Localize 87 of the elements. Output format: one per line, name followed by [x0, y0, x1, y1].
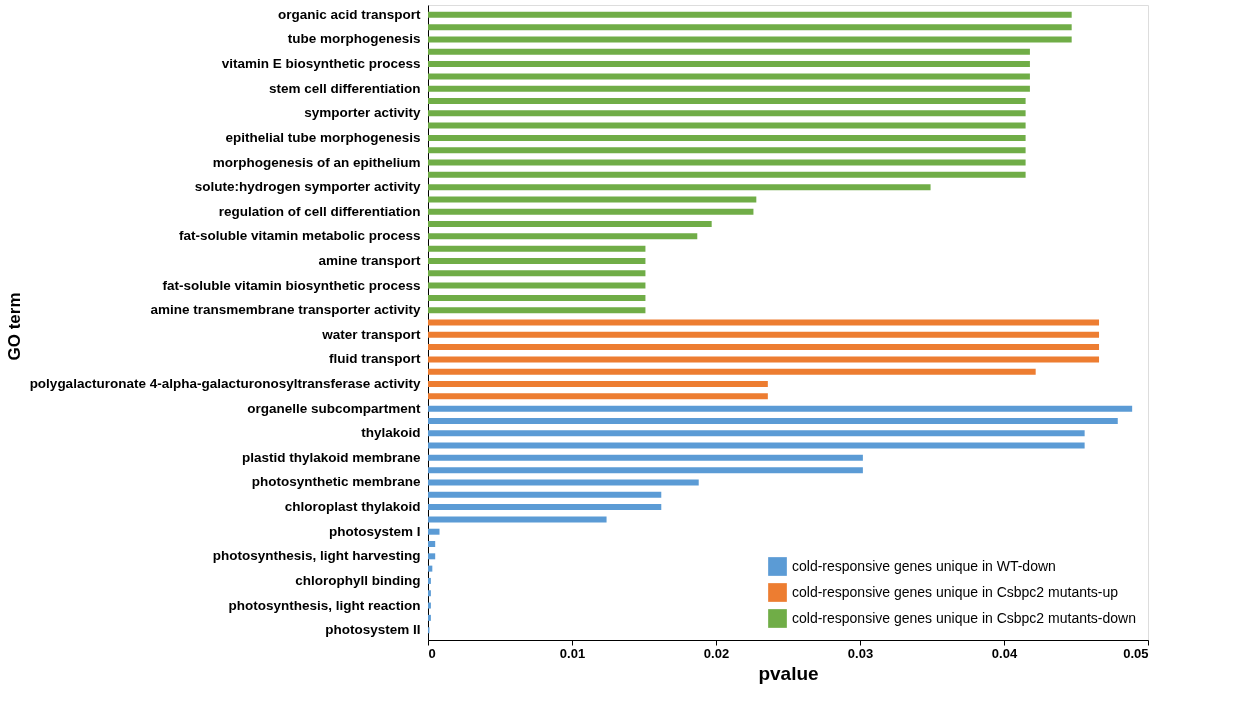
bar	[428, 159, 1026, 166]
bar	[428, 417, 1118, 424]
bar	[428, 504, 662, 511]
x-tick-label: 0.05	[1123, 645, 1149, 661]
bar	[428, 196, 757, 203]
bar	[428, 331, 1100, 338]
y-tick-label: morphogenesis of an epithelium	[212, 154, 421, 170]
y-tick-label: water transport	[321, 326, 421, 342]
bar	[428, 344, 1100, 351]
bar	[428, 479, 699, 486]
y-tick-label: fat-soluble vitamin biosynthetic process	[162, 277, 421, 293]
y-tick-label: symporter activity	[304, 105, 421, 121]
bar	[428, 307, 646, 314]
y-tick-label: chloroplast thylakoid	[284, 499, 421, 515]
bar	[428, 11, 1072, 18]
y-tick-label: fluid transport	[329, 351, 421, 367]
legend-label: cold-responsive genes unique in Csbpc2 mutants-down	[792, 609, 1136, 626]
bar	[428, 48, 1030, 55]
y-tick-label: solute:hydrogen symporter activity	[194, 179, 421, 195]
bar	[428, 454, 863, 461]
bar	[428, 381, 768, 388]
legend-label: cold-responsive genes unique in Csbpc2 mutants-up	[792, 583, 1119, 600]
bar	[428, 61, 1030, 68]
y-tick-label: amine transmembrane transporter activity	[150, 302, 421, 318]
bar	[428, 590, 431, 597]
bar	[428, 282, 646, 289]
bar	[428, 577, 431, 584]
y-tick-label: organelle subcompartment	[247, 400, 421, 416]
bar	[428, 233, 698, 240]
y-tick-label: photosynthesis, light harvesting	[212, 548, 421, 564]
bar	[428, 491, 662, 498]
bar	[428, 73, 1030, 80]
bar	[428, 36, 1072, 43]
bar	[428, 319, 1100, 326]
x-tick-label: 0.03	[847, 645, 874, 661]
x-tick-label: 0	[428, 645, 436, 661]
legend-label: cold-responsive genes unique in WT-down	[792, 557, 1056, 574]
bar	[428, 257, 646, 264]
bar	[428, 184, 931, 191]
y-axis-title: GO term	[4, 292, 24, 361]
y-tick-label: photosystem II	[325, 622, 421, 638]
bar	[428, 85, 1030, 92]
bar	[428, 565, 433, 572]
y-tick-label: tube morphogenesis	[287, 31, 421, 47]
bar	[428, 602, 431, 609]
y-tick-label: regulation of cell differentiation	[218, 203, 421, 219]
bar	[428, 110, 1026, 117]
bar	[428, 245, 646, 252]
y-tick-label: amine transport	[318, 252, 421, 268]
bar	[428, 442, 1085, 449]
bar	[428, 405, 1133, 412]
y-tick-label: organic acid transport	[277, 6, 421, 22]
bar	[428, 528, 440, 535]
y-tick-label: epithelial tube morphogenesis	[225, 129, 421, 145]
y-tick-label: stem cell differentiation	[268, 80, 421, 96]
bar	[428, 122, 1026, 129]
bar	[428, 614, 431, 621]
y-tick-label: vitamin E biosynthetic process	[221, 56, 421, 72]
bar	[428, 368, 1036, 375]
bar	[428, 356, 1100, 363]
y-tick-label: plastid thylakoid membrane	[241, 449, 421, 465]
x-axis-title: pvalue	[758, 662, 819, 684]
bar	[428, 147, 1026, 154]
bar	[428, 553, 436, 560]
bar	[428, 97, 1026, 104]
bar	[428, 171, 1026, 178]
bar	[428, 24, 1072, 31]
x-tick-label: 0.04	[991, 645, 1018, 661]
y-tick-label: chlorophyll binding	[295, 572, 421, 588]
y-tick-label: thylakoid	[361, 425, 421, 441]
y-tick-label: photosynthetic membrane	[251, 474, 421, 490]
bar	[428, 393, 768, 400]
y-tick-label: photosystem I	[328, 523, 421, 539]
y-tick-label: fat-soluble vitamin metabolic process	[178, 228, 421, 244]
bar	[428, 270, 646, 277]
bar	[428, 516, 607, 523]
x-tick-label: 0.02	[703, 645, 730, 661]
bar	[428, 208, 754, 215]
y-tick-label: photosynthesis, light reaction	[228, 597, 421, 613]
bar	[428, 467, 863, 474]
bar	[428, 294, 646, 301]
bar	[428, 134, 1026, 141]
bar	[428, 541, 436, 548]
y-tick-label: polygalacturonate 4-alpha-galacturonosyltransferase activity	[29, 376, 421, 392]
bar	[428, 221, 712, 228]
x-tick-label: 0.01	[559, 645, 586, 661]
bar	[428, 430, 1085, 437]
